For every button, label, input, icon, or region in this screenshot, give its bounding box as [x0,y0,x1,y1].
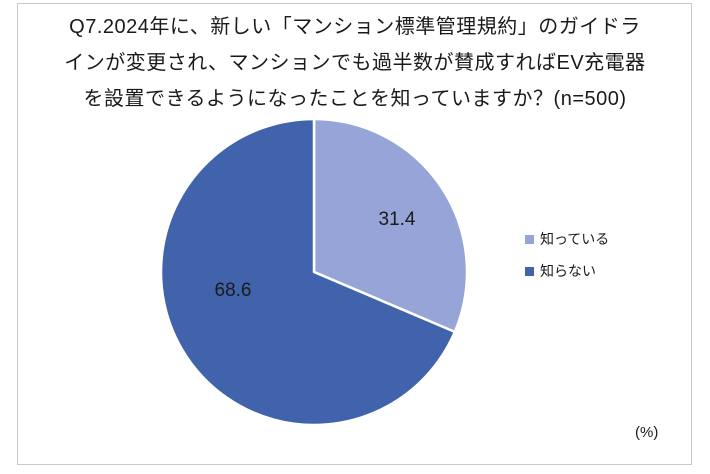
unit-label: (%) [635,424,659,441]
legend-label-shiranai: 知らない [540,263,596,279]
chart-title-line-3: を設置できるようになったことを知っていますか？(n=500) [83,88,627,110]
chart-title: Q7.2024年に、新しい「マンション標準管理規約」のガイドラ インが変更され、… [17,9,693,117]
pie-slice-label-shitteiru: 31.4 [378,209,416,230]
chart-title-line-2: インが変更され、マンションでも過半数が賛成すればEV充電器 [64,52,646,74]
pie-slice-label-shiranai: 68.6 [214,280,252,301]
chart-title-line-1: Q7.2024年に、新しい「マンション標準管理規約」のガイドラ [69,16,641,38]
legend-swatch-shitteiru-icon [525,234,534,244]
legend-item-shiranai: 知らない [525,263,609,279]
legend-label-shitteiru: 知っている [540,231,610,247]
pie-slice-0 [312,117,469,334]
legend: 知っている 知らない [525,231,609,279]
pie-slice-1 [159,117,457,427]
legend-item-shitteiru: 知っている [525,231,609,247]
legend-swatch-shiranai-icon [525,266,534,276]
